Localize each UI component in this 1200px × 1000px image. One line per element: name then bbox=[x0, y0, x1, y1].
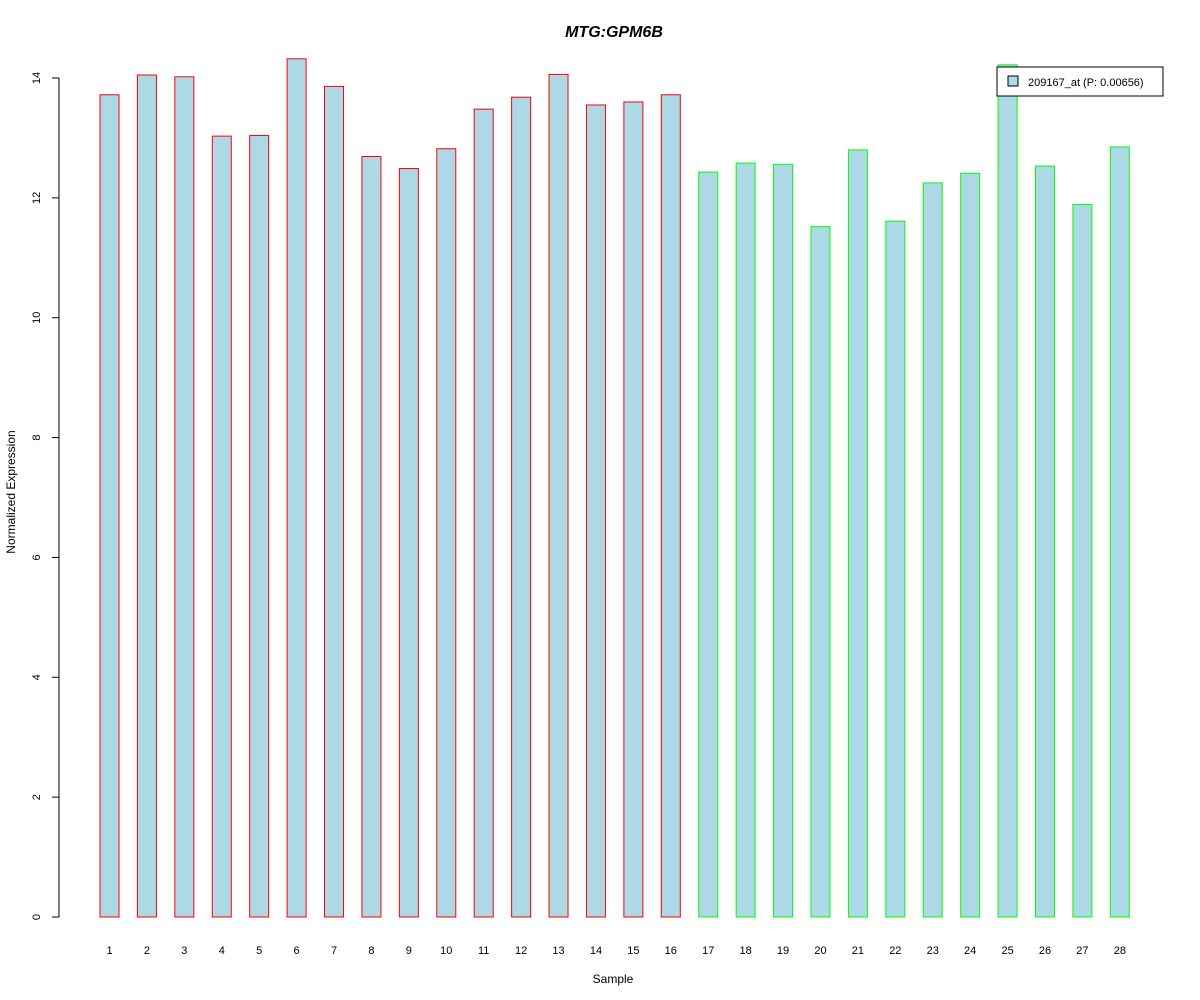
y-axis-label: Normalized Expression bbox=[4, 430, 18, 553]
x-tick-label: 15 bbox=[627, 945, 639, 957]
x-tick-label: 6 bbox=[294, 945, 300, 957]
bar bbox=[99, 94, 120, 918]
x-tick-label: 10 bbox=[440, 945, 452, 957]
x-tick-label: 19 bbox=[777, 945, 789, 957]
y-tick-label: 14 bbox=[31, 72, 43, 84]
legend: 209167_at (P: 0.00656) bbox=[996, 66, 1164, 97]
bar bbox=[436, 148, 457, 918]
bar bbox=[286, 58, 307, 918]
x-tick-label: 16 bbox=[665, 945, 677, 957]
y-tick-label: 6 bbox=[31, 554, 43, 560]
x-tick-label: 23 bbox=[927, 945, 939, 957]
x-tick-label: 12 bbox=[515, 945, 527, 957]
bar bbox=[174, 76, 195, 918]
x-tick-label: 21 bbox=[852, 945, 864, 957]
bar bbox=[548, 73, 569, 918]
bar bbox=[810, 226, 831, 918]
bar bbox=[324, 85, 345, 918]
bar bbox=[735, 162, 756, 918]
bar bbox=[997, 64, 1018, 918]
bar bbox=[211, 135, 232, 918]
legend-box bbox=[996, 66, 1164, 97]
y-tick-label: 10 bbox=[31, 312, 43, 324]
x-tick-label: 3 bbox=[181, 945, 187, 957]
bar bbox=[623, 101, 644, 918]
x-tick-label: 2 bbox=[144, 945, 150, 957]
bar bbox=[511, 96, 532, 918]
x-tick-label: 5 bbox=[256, 945, 262, 957]
bar bbox=[960, 172, 981, 918]
y-tick-label: 12 bbox=[31, 192, 43, 204]
bars bbox=[99, 58, 1130, 918]
bar bbox=[585, 104, 606, 918]
x-tick-label: 4 bbox=[219, 945, 225, 957]
bar bbox=[922, 182, 943, 918]
y-tick-label: 2 bbox=[31, 794, 43, 800]
y-axis: 0 2 4 6 8 10 12 14 bbox=[31, 72, 60, 920]
bar bbox=[249, 135, 270, 918]
x-tick-label: 13 bbox=[552, 945, 564, 957]
bar bbox=[698, 171, 719, 918]
bar bbox=[473, 108, 494, 918]
bar bbox=[660, 94, 681, 918]
legend-label: 209167_at (P: 0.00656) bbox=[1028, 77, 1144, 89]
x-tick-label: 18 bbox=[740, 945, 752, 957]
x-tick-label: 7 bbox=[331, 945, 337, 957]
x-axis-label: Sample bbox=[593, 972, 634, 986]
legend-swatch bbox=[1007, 75, 1019, 87]
x-tick-label: 22 bbox=[889, 945, 901, 957]
x-tick-label: 14 bbox=[590, 945, 602, 957]
x-tick-label: 24 bbox=[964, 945, 976, 957]
x-tick-label: 27 bbox=[1076, 945, 1088, 957]
bar bbox=[1072, 203, 1093, 918]
y-tick-label: 8 bbox=[31, 435, 43, 441]
bar bbox=[361, 156, 382, 918]
x-tick-label: 20 bbox=[814, 945, 826, 957]
x-tick-label: 1 bbox=[106, 945, 112, 957]
bar bbox=[1109, 146, 1130, 918]
x-tick-label: 11 bbox=[478, 945, 489, 957]
bar bbox=[773, 163, 794, 918]
x-tick-label: 26 bbox=[1039, 945, 1051, 957]
x-tick-labels: 1 2 3 4 5 6 7 8 9 10 11 12 13 14 15 16 17 18 19 20 21 22 23 24 2… bbox=[106, 945, 1126, 957]
chart-title: MTG:GPM6B bbox=[565, 24, 663, 41]
bar bbox=[1035, 165, 1055, 918]
x-tick-label: 8 bbox=[368, 945, 374, 957]
x-tick-label: 9 bbox=[406, 945, 412, 957]
x-tick-label: 17 bbox=[702, 945, 714, 957]
bar bbox=[885, 220, 906, 918]
bar bbox=[847, 149, 868, 918]
x-tick-label: 28 bbox=[1114, 945, 1126, 957]
bar bbox=[136, 74, 157, 918]
y-tick-label: 4 bbox=[31, 674, 43, 680]
bar bbox=[398, 167, 419, 918]
y-tick-label: 0 bbox=[31, 914, 43, 920]
x-tick-label: 25 bbox=[1001, 945, 1013, 957]
